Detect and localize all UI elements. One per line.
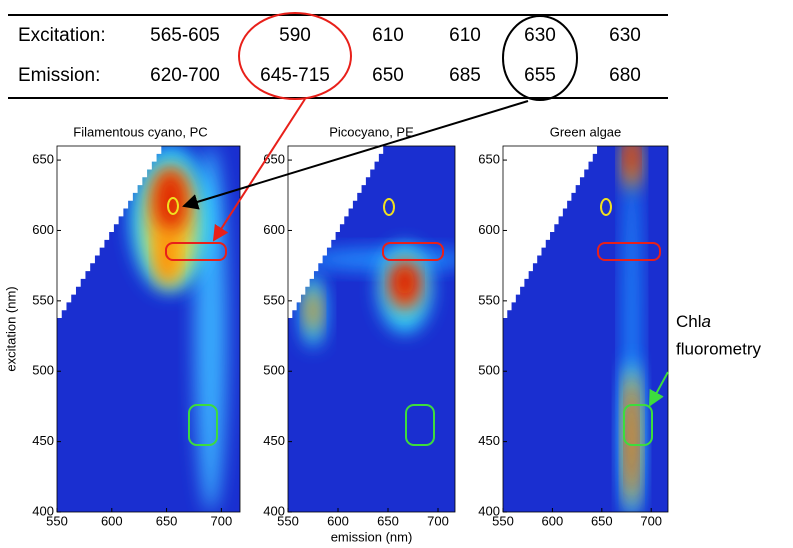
y-tick-label: 650 [32,152,54,167]
cell: 685 [449,65,481,86]
cell: 630 [609,25,641,46]
y-tick-label: 400 [263,503,285,518]
highlight-circle [502,15,578,101]
y-tick-label: 600 [263,222,285,237]
cell: 620-700 [150,65,220,86]
table: Excitation: 565-605 590 610 610 630 630 Emissio… [8,14,668,99]
heatmap [288,146,455,512]
x-tick-label: 550 [492,513,514,528]
cell: 645-715 [260,65,330,86]
marker-box [188,404,218,446]
y-axis-label: excitation (nm) [3,286,18,371]
cell: 680 [609,65,641,86]
intensity-blob [626,146,637,176]
cell: 630 [524,25,556,46]
cell: 610 [449,25,481,46]
cell: 590 [279,25,311,46]
heatmap-panel: Filamentous cyano, PC 400 450 500 550 600 650 5… [3,124,241,528]
empty-region [503,146,598,319]
cell: 655 [524,65,556,86]
x-tick-label: 550 [277,513,299,528]
x-tick-label: 650 [377,513,399,528]
y-tick-label: 650 [478,152,500,167]
empty-region [57,146,162,319]
row-label: Excitation: [18,25,106,46]
marker-box [597,242,661,261]
cell: 650 [372,65,404,86]
x-tick-label: 700 [427,513,449,528]
y-tick-label: 400 [32,503,54,518]
marker-box [382,242,444,261]
intensity-blob [394,266,415,297]
y-tick-label: 550 [478,292,500,307]
marker-box [405,404,435,446]
y-tick-label: 450 [32,433,54,448]
x-tick-label: 700 [211,513,233,528]
y-tick-label: 450 [478,433,500,448]
marker-box [623,404,653,446]
x-tick-label: 600 [101,513,123,528]
panel-title: Picocyano, PE [329,124,414,139]
x-tick-label: 600 [542,513,564,528]
intensity-blob [306,288,320,333]
heatmap [57,146,240,512]
marker-ellipse [167,197,179,215]
y-tick-label: 500 [32,363,54,378]
y-tick-label: 550 [263,292,285,307]
y-tick-label: 600 [478,222,500,237]
heatmap [503,146,668,512]
empty-region [288,146,384,319]
y-tick-label: 550 [32,292,54,307]
row-label: Emission: [18,65,100,86]
intensity-blob [152,167,189,234]
annotation-text: Chl [676,312,702,331]
x-tick-label: 650 [591,513,613,528]
plot-frame [287,145,456,513]
annotation-text: a [702,312,711,331]
panel-title: Filamentous cyano, PC [73,124,207,139]
y-tick-label: 600 [32,222,54,237]
arrow [649,371,669,407]
y-tick-label: 500 [263,363,285,378]
arrow [212,98,306,242]
overlay [165,12,669,446]
y-tick-label: 400 [478,503,500,518]
y-tick-label: 450 [263,433,285,448]
x-tick-label: 600 [327,513,349,528]
x-tick-label: 700 [640,513,662,528]
x-tick-label: 650 [156,513,178,528]
cell: 565-605 [150,25,220,46]
x-axis-label: emission (nm) [331,529,413,544]
heatmap-panel: Green algae 400 450 500 550 600 650 550 600 650 70… [478,124,669,528]
annotation: Chla [676,312,711,331]
marker-box [165,242,227,261]
arrow [182,100,529,210]
plot-frame [56,145,241,513]
y-tick-label: 500 [478,363,500,378]
cell: 610 [372,25,404,46]
marker-ellipse [383,198,395,216]
annotation-text: fluorometry [676,339,762,358]
plot-frame [502,145,669,513]
highlight-circle [238,12,352,100]
marker-ellipse [600,198,612,216]
intensity-blob [627,383,636,494]
panel-title: Green algae [550,124,622,139]
x-tick-label: 550 [46,513,68,528]
